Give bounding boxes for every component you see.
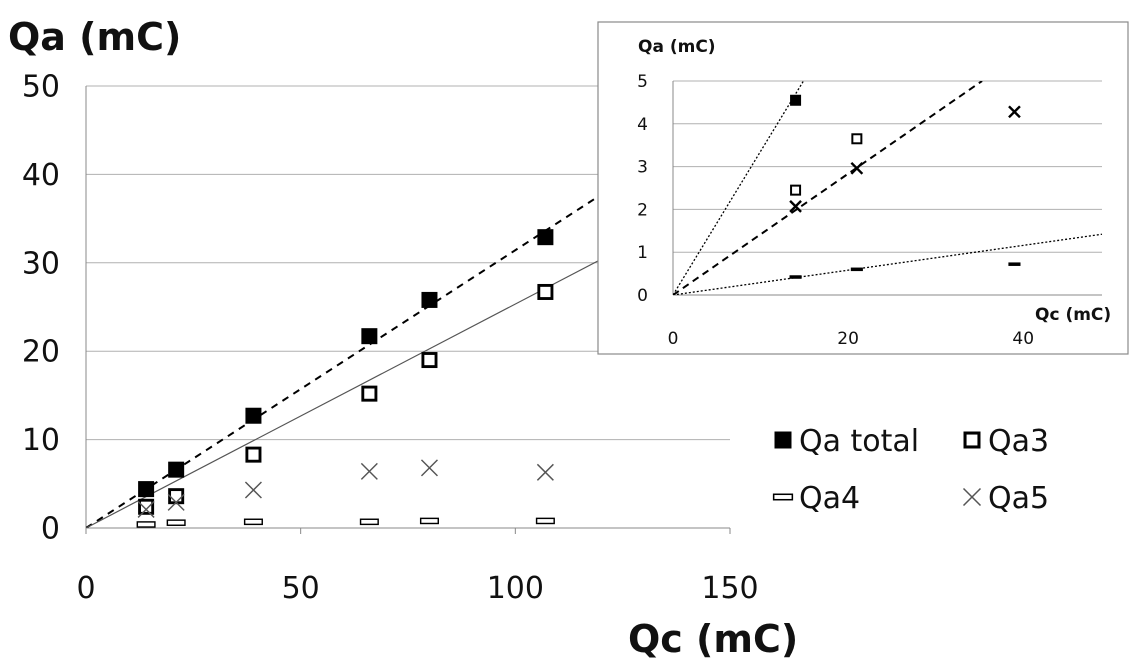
point-qa3 [537,283,554,300]
x-tick-label: 150 [701,571,758,606]
point-qa3 [790,184,802,196]
point-qa3 [421,352,438,369]
legend-label-qa-total: Qa total [799,424,919,459]
legend-label-qa3: Qa3 [988,424,1049,459]
point-qa5 [360,462,378,480]
point-qa-total [361,328,378,345]
point-qa4 [166,519,186,526]
legend-marker-qa4 [772,493,794,501]
point-qa5 [850,161,864,175]
point-qa5 [1008,105,1021,119]
point-qa5 [420,459,438,477]
x-axis-title: Qc (mC) [628,617,798,661]
y-tick-label: 3 [637,158,648,178]
point-qa-total [138,481,155,498]
legend-label-qa5: Qa5 [988,481,1049,516]
y-tick-label: 0 [637,286,648,306]
legend-marker-qa-total [774,431,792,449]
y-tick-label: 40 [22,158,60,193]
x-tick-label: 40 [1012,329,1034,349]
y-tick-label: 0 [41,512,60,547]
point-qa3 [361,385,378,402]
y-tick-label: 2 [637,200,648,220]
x-tick-label: 50 [282,571,320,606]
point-qa5 [536,463,554,481]
x-tick-label: 0 [76,571,95,606]
point-qa-total [245,407,262,424]
y-tick-label: 30 [22,246,60,281]
trendline-qa5 [673,81,983,295]
y-tick-label: 10 [22,423,60,458]
legend-label-qa4: Qa4 [799,481,860,516]
legend-marker-qa5 [962,487,982,507]
point-qa4 [243,518,263,526]
y-tick-label: 50 [22,70,60,105]
point-qa4 [1008,262,1021,266]
point-qa5 [137,500,155,518]
x-axis-title: Qc (mC) [1035,305,1111,325]
point-qa5 [167,493,185,511]
trendline-qa4 [673,233,1103,295]
trendline-qa-total [86,138,688,528]
x-tick-label: 0 [668,329,679,349]
point-qa4 [136,521,156,528]
point-qa3 [245,446,262,463]
point-qa-total [790,94,802,106]
legend-marker-qa3 [963,431,981,449]
inset-chart: 0 1 2 3 4 5 0 20 40 Qa (mC) Qc (mC) [637,37,1111,349]
point-qa3 [138,498,155,515]
x-tick-label: 100 [487,571,544,606]
point-qa3 [851,133,863,145]
y-tick-label: 1 [637,243,648,263]
point-qa4 [535,517,555,525]
y-tick-label: 20 [22,335,60,370]
point-qa4 [419,517,439,525]
point-qa-total [168,461,185,478]
point-qa4 [359,518,379,526]
legend: Qa total Qa3 Qa4 Qa5 [772,424,1049,516]
trendline-qa-total [673,81,805,295]
y-axis-title: Qa (mC) [638,37,716,57]
y-tick-label: 5 [637,72,648,92]
point-qa4 [789,275,802,279]
point-qa5 [789,200,802,213]
point-qa-total [537,229,554,246]
point-qa5 [244,481,262,499]
point-qa3 [168,488,185,505]
x-tick-label: 20 [837,329,859,349]
y-tick-label: 4 [637,115,648,135]
y-axis-title: Qa (mC) [8,15,181,59]
point-qa4 [850,267,863,272]
inset-frame [597,21,1129,355]
point-qa-total [421,291,438,308]
